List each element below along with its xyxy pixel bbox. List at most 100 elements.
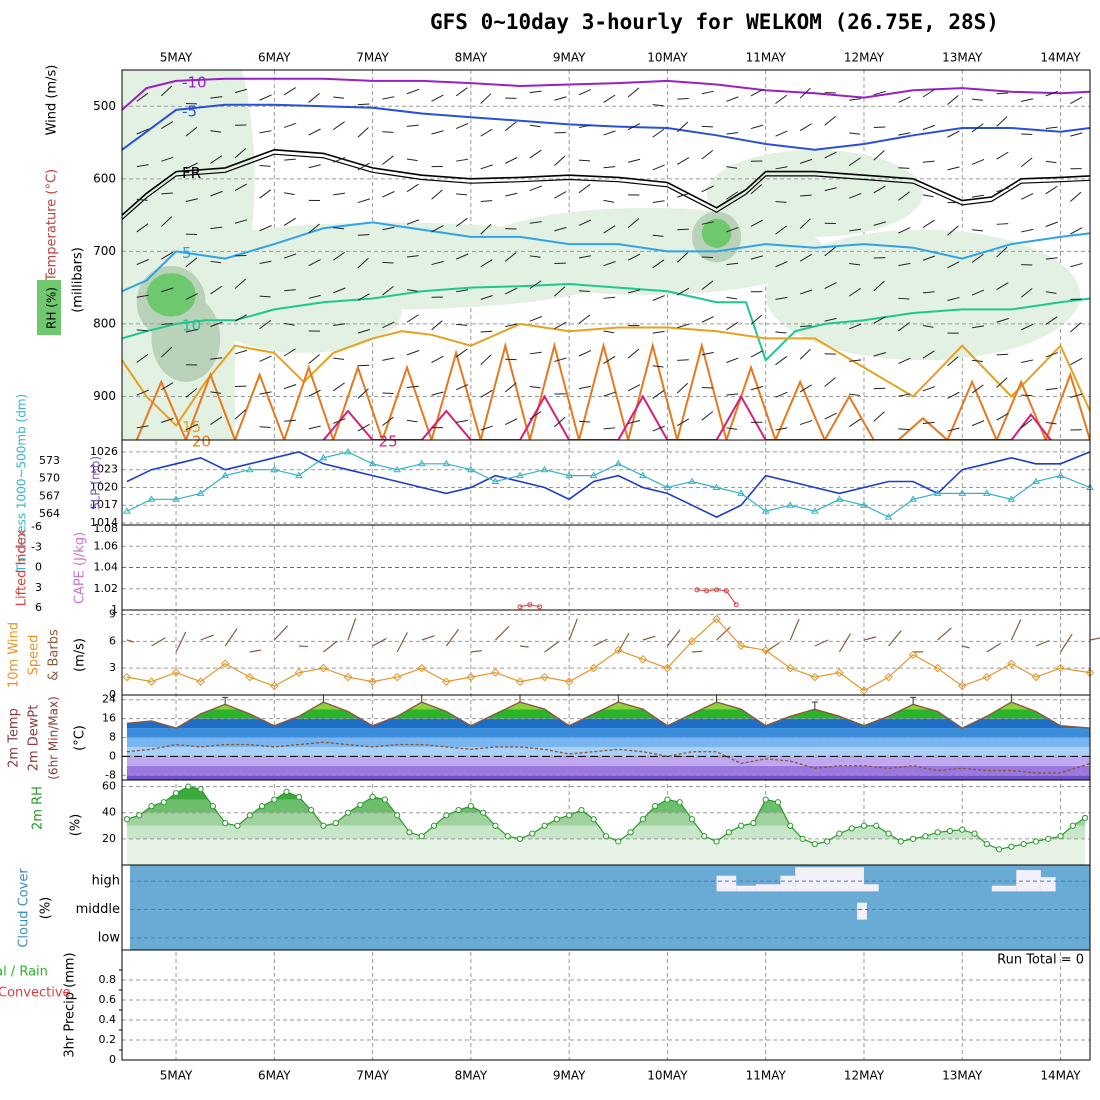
wind-barb <box>775 200 787 203</box>
wind-barb <box>775 391 788 398</box>
rh-2m-marker <box>934 829 941 836</box>
wind-barb <box>996 187 1009 193</box>
wind-barb <box>406 314 419 323</box>
wind-barb <box>210 260 222 264</box>
wind-barb <box>382 416 394 427</box>
wind-barb <box>996 412 1009 421</box>
wind-barb <box>406 124 419 127</box>
rh-2m-marker <box>590 816 597 823</box>
y-tick-label: 0.6 <box>99 993 117 1006</box>
rh-2m-marker <box>652 803 659 810</box>
wind-barb <box>161 156 174 162</box>
wind-barb <box>652 128 665 138</box>
wind-barb <box>136 329 148 332</box>
wind-barb <box>898 167 910 169</box>
wind-barb <box>578 124 591 128</box>
wind-barb <box>603 260 616 267</box>
temp-band <box>126 775 1090 780</box>
wind-barb <box>603 199 615 203</box>
wind-barb <box>1020 323 1034 331</box>
wind-barb <box>554 357 567 362</box>
wind-barb <box>1020 157 1033 168</box>
wind-barb <box>431 225 444 233</box>
wind-barb <box>259 355 272 362</box>
wind-barb <box>480 223 492 235</box>
rh-2m-marker <box>516 835 524 842</box>
wind-barb <box>382 286 394 296</box>
cape-marker <box>537 604 543 610</box>
wind-barb <box>455 384 469 391</box>
wind-barb <box>308 389 321 397</box>
slp-tick-label: 1020 <box>90 480 118 493</box>
wind-barb <box>922 291 935 294</box>
y-tick-label: 0 <box>109 749 116 762</box>
rh-2m-marker <box>529 830 536 837</box>
wind-barb <box>800 325 812 328</box>
wind-barb <box>799 253 812 262</box>
rh-2m-marker <box>234 822 241 829</box>
wind-barb <box>652 330 665 334</box>
wind-barb <box>996 377 1008 388</box>
wind-barb <box>505 192 518 197</box>
wind-barb <box>652 365 664 368</box>
wind-barb <box>1045 126 1058 130</box>
wind-barb <box>849 359 862 362</box>
wind-barb <box>701 411 714 421</box>
x-tick-label-top: 10MAY <box>647 51 688 65</box>
wind-barb <box>284 289 296 292</box>
wind-barb-10m <box>544 641 559 653</box>
wind-barb <box>357 162 370 171</box>
wind-barb <box>185 126 198 137</box>
wind-barb-10m <box>224 628 238 647</box>
wind-barb <box>849 193 862 199</box>
wind-barb <box>136 223 149 233</box>
wind-barb <box>922 194 934 198</box>
rh-2m-marker <box>418 833 425 840</box>
wind-speed-marker <box>982 672 992 682</box>
rh-2m-marker <box>799 835 806 842</box>
rh-2m-marker <box>897 838 904 845</box>
ylabel-total-rain: tal / Rain <box>0 965 48 980</box>
wind-barb <box>824 377 836 387</box>
wind-barb <box>480 128 493 137</box>
wind-barb <box>210 130 222 133</box>
wind-barb <box>136 164 149 168</box>
wind-barb <box>627 123 641 131</box>
wind-speed-marker <box>343 672 353 682</box>
wind-barb <box>676 418 690 427</box>
wind-barb <box>898 357 911 365</box>
rh-2m-marker <box>959 826 966 833</box>
wind-barb <box>185 388 198 398</box>
temp-band <box>126 746 1090 757</box>
rh-shading <box>122 70 1081 440</box>
ylabel-rh-units: (%) <box>69 814 84 837</box>
wind-speed-marker <box>638 654 648 664</box>
wind-speed-marker <box>835 668 844 677</box>
wind-barb <box>284 158 296 161</box>
rh-2m-marker <box>541 822 548 829</box>
wind-barb <box>210 416 223 425</box>
wind-barb <box>971 194 984 198</box>
wind-barb <box>210 96 223 99</box>
wind-barb <box>898 297 910 300</box>
wind-barb <box>234 314 247 322</box>
wind-barb <box>922 350 935 359</box>
wind-barb <box>652 104 664 107</box>
wind-barb <box>357 328 370 334</box>
wind-barb <box>333 121 345 131</box>
y-tick-label: 9 <box>109 607 116 620</box>
rh-2m-marker <box>578 806 585 814</box>
x-tick-label-bottom: 12MAY <box>844 1069 885 1083</box>
wind-speed-marker <box>884 672 893 682</box>
rh-2m-marker <box>910 835 917 842</box>
x-tick-label-bottom: 6MAY <box>258 1069 291 1083</box>
wind-barb <box>726 262 739 266</box>
cloud-clear-block <box>857 902 867 920</box>
wind-barb <box>357 364 370 367</box>
wind-barb <box>259 165 271 167</box>
contour--5 <box>122 103 1090 151</box>
wind-barb <box>873 411 885 422</box>
y-tick-label: 8 <box>109 731 116 744</box>
wind-barb <box>283 384 297 390</box>
wind-barb <box>529 221 542 224</box>
